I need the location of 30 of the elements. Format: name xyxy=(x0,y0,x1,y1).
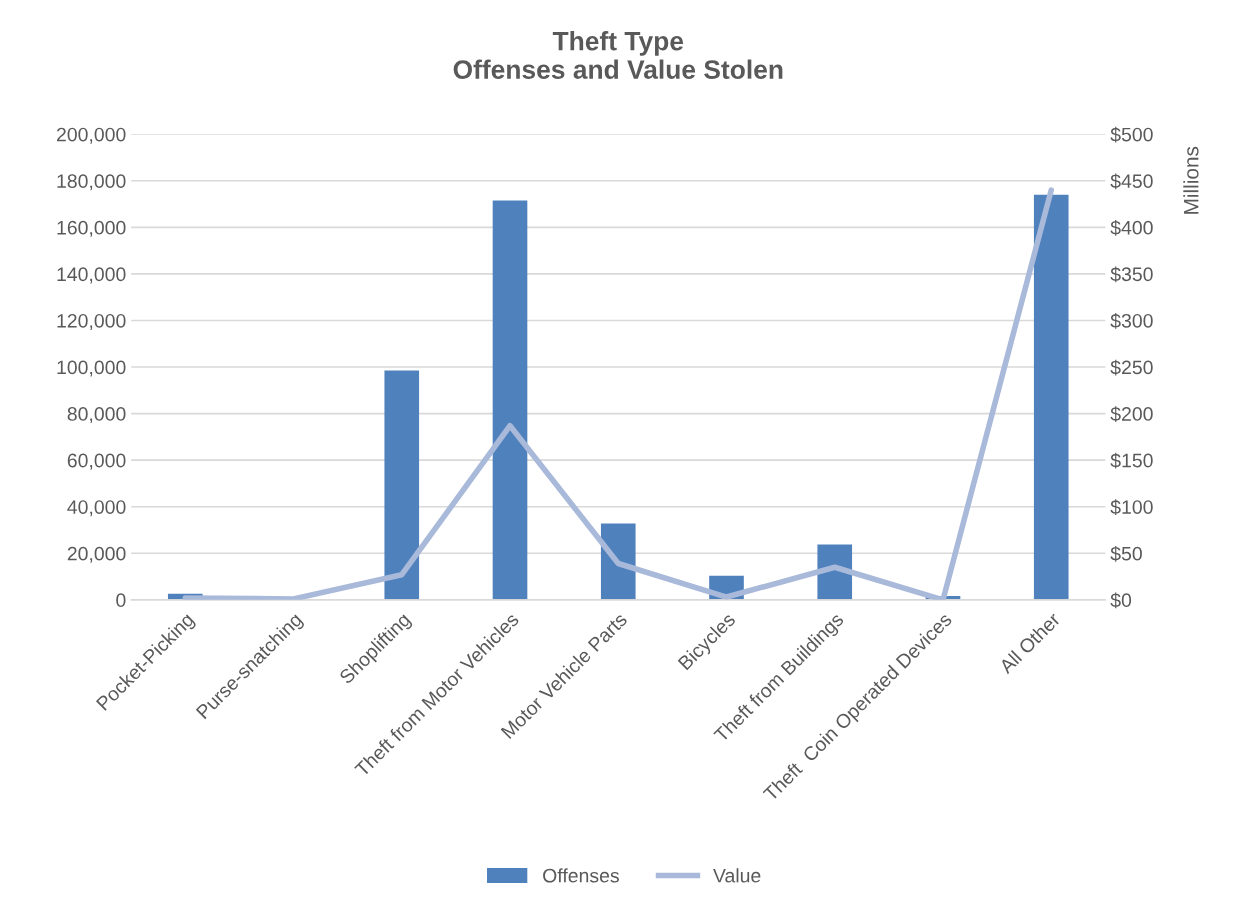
y-tick-label: 60,000 xyxy=(67,453,126,470)
bar xyxy=(600,523,636,600)
y-tick-label: 180,000 xyxy=(57,174,126,191)
chart-title: Theft Type Offenses and Value Stolen xyxy=(453,31,783,79)
y-tick-label: 160,000 xyxy=(57,220,126,237)
bar xyxy=(492,200,528,600)
y2-tick-label: $200 xyxy=(1110,406,1153,422)
y-tick-label: 0 xyxy=(116,593,126,608)
y2-tick-label: $450 xyxy=(1110,173,1153,190)
bar xyxy=(1033,194,1069,600)
y2-tick-label: $250 xyxy=(1110,359,1153,376)
legend-label: Offenses xyxy=(543,868,619,883)
y-tick-label: 100,000 xyxy=(57,360,126,377)
y2-tick-label: $0 xyxy=(1110,592,1132,609)
y2-tick-label: $150 xyxy=(1110,452,1153,469)
y2-tick-label: $500 xyxy=(1110,126,1153,143)
y-tick-label: 120,000 xyxy=(57,313,126,330)
y-tick-label: 200,000 xyxy=(56,127,126,144)
y2-tick-label: $400 xyxy=(1110,219,1153,236)
y2-axis-title: Millions xyxy=(1183,146,1199,214)
y-tick-label: 80,000 xyxy=(67,407,126,424)
y2-tick-label: $50 xyxy=(1110,545,1142,562)
y-tick-label: 140,000 xyxy=(57,267,126,284)
y2-tick-label: $100 xyxy=(1110,499,1153,516)
legend-label: Value xyxy=(713,868,761,883)
y-tick-label: 40,000 xyxy=(67,500,126,517)
bar xyxy=(384,370,420,600)
y-tick-label: 20,000 xyxy=(67,546,126,563)
y2-tick-label: $350 xyxy=(1110,266,1153,283)
y2-tick-label: $300 xyxy=(1110,313,1153,329)
